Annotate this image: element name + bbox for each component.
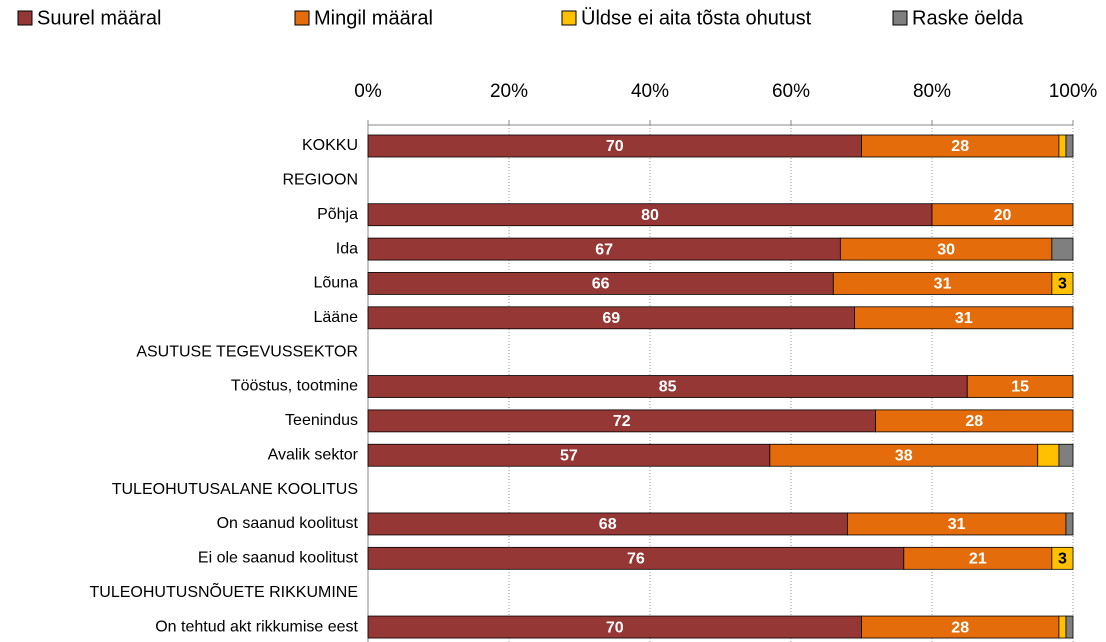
bar-segment: [854, 306, 1074, 330]
value-label: 70: [606, 138, 624, 155]
value-label: 72: [613, 413, 631, 430]
category-label: Põhja: [317, 206, 358, 223]
value-label: 31: [934, 276, 952, 293]
bar-segment: [1058, 615, 1067, 639]
category-label: REGIOON: [282, 172, 358, 189]
x-tick-label: 40%: [631, 81, 669, 102]
value-label: 69: [602, 310, 620, 327]
value-label: 28: [951, 138, 969, 155]
category-label: Tööstus, tootmine: [231, 378, 358, 395]
value-label: 80: [641, 207, 659, 224]
value-label: 76: [627, 551, 645, 568]
category-label: On saanud koolitust: [217, 515, 359, 532]
legend-label: Üldse ei aita tõsta ohutust: [581, 7, 812, 29]
x-tick-label: 20%: [490, 81, 528, 102]
bar-segment: [1037, 443, 1060, 467]
bar-segment: [966, 375, 1074, 398]
legend-label: Raske öelda: [912, 7, 1024, 29]
value-label: 38: [895, 447, 913, 464]
category-label: On tehtud akt rikkumise eest: [155, 618, 358, 635]
legend-swatch: [892, 10, 908, 26]
legend-swatch: [561, 10, 577, 26]
value-label: 28: [965, 413, 983, 430]
x-tick-label: 80%: [913, 81, 951, 102]
x-tick-label: 100%: [1049, 81, 1098, 102]
bar-segment: [1065, 512, 1074, 536]
legend-swatch: [294, 10, 310, 26]
x-tick-label: 60%: [772, 81, 810, 102]
legend-label: Suurel määral: [37, 7, 162, 29]
value-label: 31: [955, 310, 973, 327]
category-label: Lõuna: [314, 275, 359, 292]
value-label: 66: [592, 276, 610, 293]
category-label: Ei ole saanud koolitust: [198, 550, 359, 567]
legend-swatch: [17, 10, 33, 26]
value-label: 3: [1058, 276, 1067, 293]
bar-segment: [931, 203, 1074, 227]
value-label: 15: [1011, 379, 1029, 396]
value-label: 31: [948, 516, 966, 533]
bar-segment: [1051, 237, 1074, 261]
value-label: 3: [1058, 551, 1067, 568]
legend-label: Mingil määral: [314, 7, 433, 29]
value-label: 67: [595, 241, 613, 258]
value-label: 70: [606, 619, 624, 636]
value-label: 28: [951, 619, 969, 636]
category-label: Ida: [336, 240, 358, 257]
bar-segment: [1058, 443, 1074, 467]
category-label: TULEOHUTUSALANE KOOLITUS: [112, 481, 358, 498]
bar-segment: [875, 409, 1074, 433]
value-label: 21: [969, 551, 987, 568]
value-label: 68: [599, 516, 617, 533]
x-tick-label: 0%: [354, 81, 382, 102]
category-label: TULEOHUTUSNÕUETE RIKKUMINE: [90, 581, 358, 601]
bar-segment: [1065, 134, 1074, 158]
category-label: Teenindus: [285, 412, 358, 429]
value-label: 57: [560, 447, 578, 464]
value-label: 85: [659, 379, 677, 396]
category-label: Lääne: [314, 309, 359, 326]
category-label: Avalik sektor: [268, 446, 359, 463]
bar-segment: [1051, 546, 1074, 570]
category-label: ASUTUSE TEGEVUSSEKTOR: [136, 343, 358, 360]
bar-segment: [1065, 615, 1074, 639]
value-label: 30: [937, 241, 955, 258]
category-label: KOKKU: [302, 137, 358, 154]
bar-segment: [1051, 272, 1074, 295]
value-label: 20: [994, 207, 1012, 224]
bar-segment: [1058, 134, 1067, 158]
